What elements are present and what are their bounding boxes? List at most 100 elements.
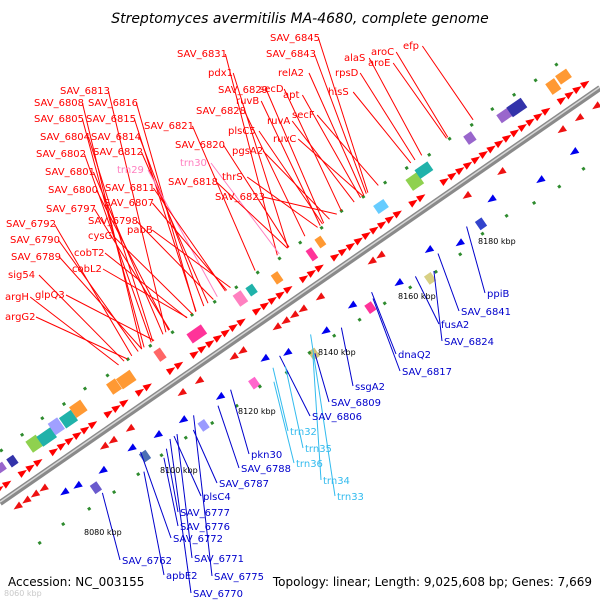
scale-label: 8180 kbp (478, 237, 516, 246)
forward-label-leader (83, 153, 152, 343)
cog-feature-block (463, 131, 477, 145)
forward-label-leader (421, 45, 474, 121)
forward-label-leader (107, 90, 167, 333)
reverse-blue-arrow (260, 353, 270, 362)
reverse-gene-label: SAV_6787 (219, 479, 269, 490)
forward-gene-arrow (111, 404, 121, 413)
reverse-gene-label: trn32 (290, 427, 317, 438)
forward-gene-label: SAV_6845 (270, 33, 320, 44)
forward-gene-arrow (72, 431, 82, 440)
gc-tick-mark (298, 240, 303, 245)
forward-gene-arrow (455, 167, 465, 176)
forward-label-leader (317, 37, 369, 193)
reverse-gene-arrow (108, 435, 118, 444)
gc-tick-mark (148, 343, 153, 348)
gc-tick-mark (189, 312, 195, 317)
gc-tick-mark (212, 299, 217, 304)
gc-tick-mark (554, 62, 559, 67)
reverse-gene-arrow (22, 495, 32, 504)
cog-feature-block (153, 347, 167, 362)
reverse-blue-arrow (283, 347, 293, 356)
cog-feature-block (373, 198, 389, 215)
forward-label-leader (191, 125, 256, 271)
forward-gene-label: SAV_6811 (105, 183, 155, 194)
reverse-blue-arrow (178, 415, 189, 424)
reverse-gene-label: plsC4 (203, 492, 231, 503)
forward-gene-arrow (103, 410, 113, 419)
reverse-cog-block (89, 481, 103, 495)
cog-feature-block (245, 283, 258, 297)
forward-gene-label: rpsD (335, 68, 359, 79)
reverse-gene-label: ssgA2 (355, 382, 385, 393)
forward-gene-arrow (306, 269, 317, 278)
forward-label-leader (104, 252, 188, 319)
gc-tick-mark (404, 165, 409, 171)
forward-gene-label: SAV_6801 (45, 167, 95, 178)
forward-gene-label: SAV_6823 (215, 192, 265, 203)
forward-gene-label: SAV_6798 (88, 216, 138, 227)
forward-gene-arrow (80, 426, 90, 435)
reverse-gene-arrow (462, 190, 472, 199)
reverse-label-leader (372, 298, 401, 372)
reverse-gene-arrow (13, 501, 23, 510)
reverse-gene-label: SAV_6824 (444, 337, 494, 348)
forward-gene-arrow (525, 118, 535, 127)
forward-label-leader (87, 136, 154, 342)
reverse-blue-arrow (536, 175, 546, 184)
scale-label: 8080 kbp (84, 528, 122, 537)
reverse-gene-label: SAV_6788 (241, 464, 291, 475)
reverse-cog-block (248, 376, 261, 390)
reverse-blue-arrow (153, 430, 163, 439)
forward-gene-arrow (330, 253, 340, 262)
forward-gene-label: pabB (127, 225, 153, 236)
reverse-blue-arrow (215, 391, 226, 400)
reverse-blue-arrow (73, 480, 83, 489)
forward-gene-label: secF (292, 110, 315, 121)
forward-label-leader (29, 296, 119, 366)
forward-label-leader (81, 102, 143, 350)
reverse-cog-block (197, 419, 210, 432)
cog-feature-block (6, 454, 19, 468)
forward-gene-arrow (173, 361, 184, 370)
forward-gene-label: SAV_6828 (196, 106, 246, 117)
gc-tick-mark (447, 136, 452, 141)
gc-tick-mark-lower (257, 384, 262, 389)
reverse-gene-label: trn36 (296, 459, 323, 470)
forward-gene-label: SAV_6816 (88, 98, 138, 109)
forward-gene-arrow (25, 464, 35, 473)
reverse-blue-arrow (60, 487, 70, 496)
cog-feature-block (186, 324, 208, 344)
forward-gene-arrow (119, 399, 129, 408)
forward-gene-label: trn29 (117, 165, 144, 176)
forward-gene-arrow (494, 140, 504, 149)
forward-gene-arrow (267, 296, 277, 305)
reverse-gene-arrow (497, 166, 507, 175)
forward-label-leader (38, 274, 125, 362)
reverse-label-leader (284, 366, 304, 449)
reverse-label-leader (414, 276, 440, 325)
forward-gene-arrow (564, 91, 574, 100)
forward-label-leader (224, 53, 278, 256)
gc-tick-mark-lower (159, 453, 164, 458)
forward-gene-arrow (205, 340, 215, 349)
forward-label-leader (93, 208, 171, 331)
reverse-gene-label: SAV_6770 (193, 589, 243, 600)
reverse-blue-arrow (347, 300, 358, 309)
reverse-gene-arrow (289, 310, 300, 319)
forward-gene-arrow (189, 350, 199, 359)
forward-label-leader (308, 72, 365, 196)
reverse-gene-label: trn33 (337, 492, 364, 503)
reverse-gene-arrow (238, 346, 248, 355)
forward-gene-label: cysG (88, 231, 112, 242)
forward-gene-arrow (462, 161, 473, 170)
reverse-label-leader (217, 405, 240, 469)
forward-gene-label: thrS (222, 172, 243, 183)
gc-tick-mark-lower (581, 166, 586, 171)
forward-gene-label: SAV_6802 (36, 149, 86, 160)
forward-gene-arrow (1, 480, 12, 489)
forward-label-leader (263, 196, 337, 215)
forward-label-leader (260, 100, 321, 226)
reverse-label-leader (272, 367, 289, 432)
